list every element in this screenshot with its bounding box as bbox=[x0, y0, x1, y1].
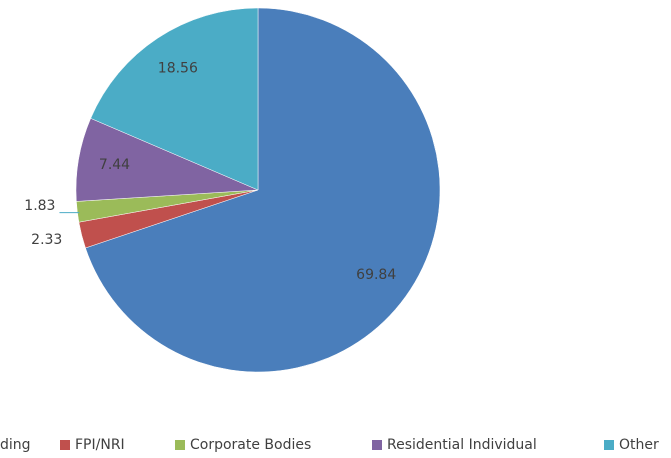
pie-slice bbox=[85, 7, 441, 373]
legend-swatch bbox=[372, 440, 382, 450]
legend-label: Other bbox=[619, 437, 659, 453]
data-label: 7.44 bbox=[99, 157, 130, 173]
legend-label: FPI/NRI bbox=[75, 437, 125, 453]
data-label: 2.33 bbox=[31, 232, 62, 248]
data-label: 18.56 bbox=[158, 60, 198, 76]
data-label: 1.83 bbox=[24, 198, 55, 214]
legend-label: Corporate Bodies bbox=[190, 437, 311, 453]
data-label: 69.84 bbox=[356, 267, 396, 283]
pie-slice bbox=[90, 7, 259, 191]
legend-swatch bbox=[60, 440, 70, 450]
legend-label: ding bbox=[0, 437, 31, 453]
legend-swatch bbox=[175, 440, 185, 450]
legend-swatch bbox=[604, 440, 614, 450]
legend-label: Residential Individual bbox=[387, 437, 537, 453]
